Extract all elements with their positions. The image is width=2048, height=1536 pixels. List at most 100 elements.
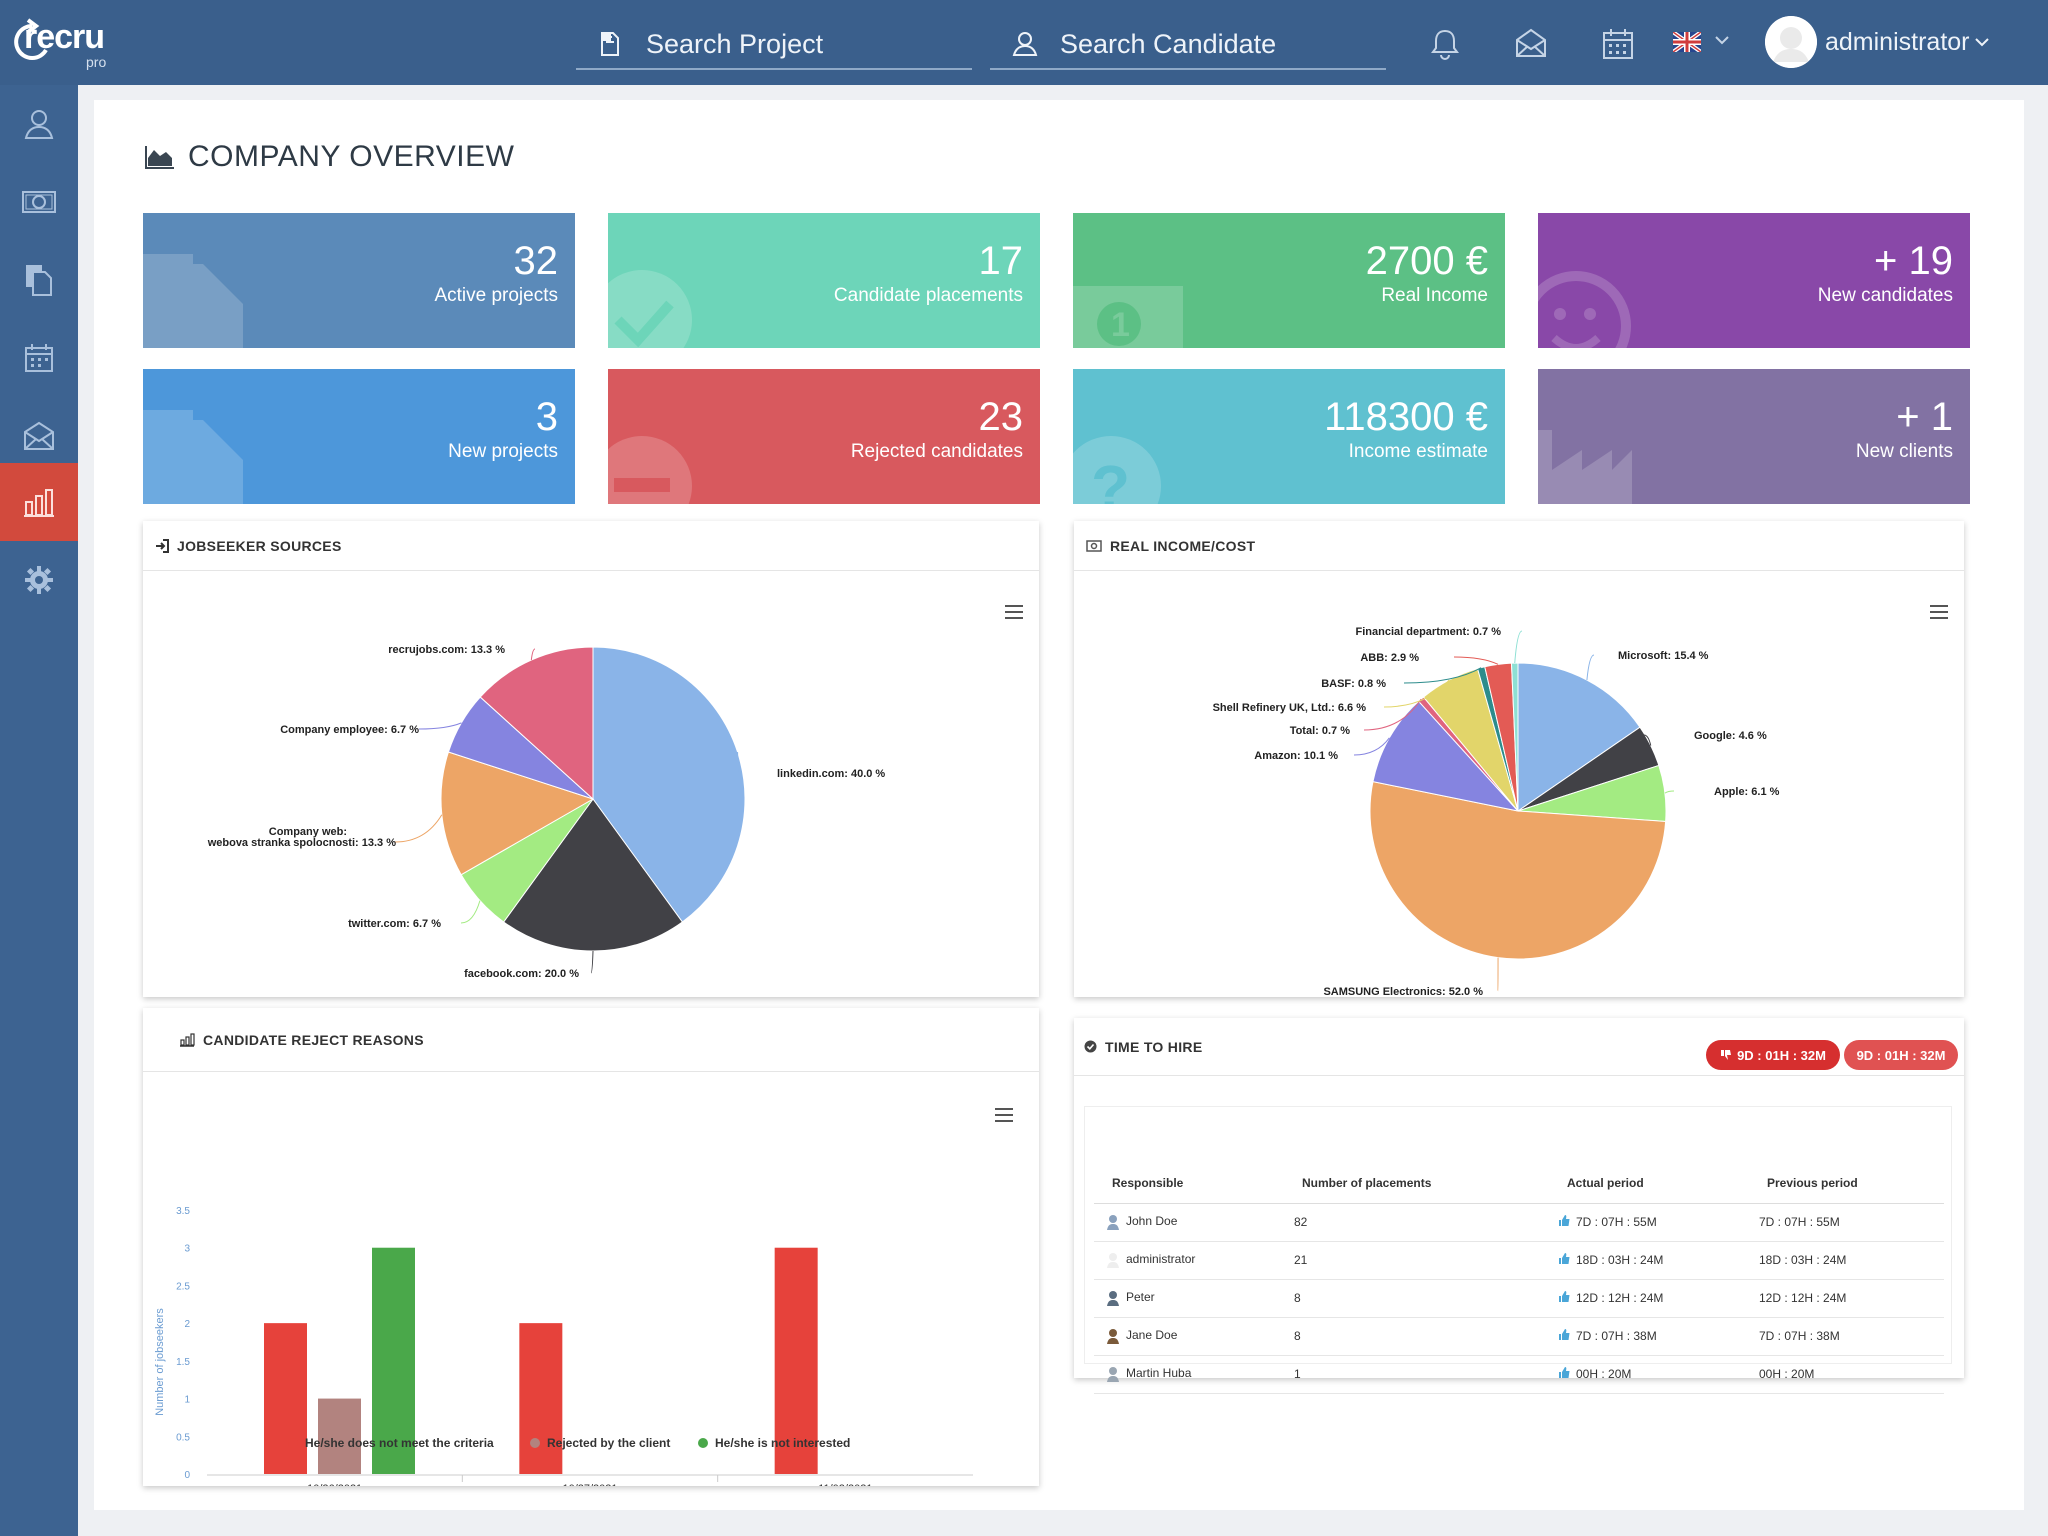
time-to-hire-panel: TIME TO HIRE 9D : 01H : 32M 9D : 01H : 3…: [1074, 1018, 1964, 1394]
pie-slice[interactable]: [479, 646, 594, 801]
stat-value: 2700 €: [1365, 239, 1488, 283]
stat-active-projects[interactable]: 32 Active projects: [143, 213, 575, 348]
user-menu-chevron-icon[interactable]: [1974, 36, 1990, 48]
stat-label: Active projects: [434, 285, 558, 306]
stat-income-estimate[interactable]: ? 118300 € Income estimate: [1073, 369, 1505, 504]
thumbs-down-icon: [1721, 1050, 1732, 1060]
badge-text: 9D : 01H : 32M: [1737, 1047, 1826, 1063]
money-icon: [1086, 539, 1102, 552]
bar[interactable]: [774, 1247, 818, 1474]
money-icon: [22, 191, 56, 213]
search-project-input[interactable]: Search Project: [576, 20, 972, 70]
chart-menu-icon[interactable]: [995, 1108, 1013, 1122]
user-name[interactable]: administrator: [1825, 28, 1970, 56]
cell-text: administrator: [1126, 1252, 1196, 1267]
y-tick-label: 0.5: [176, 1432, 190, 1443]
stat-new-clients[interactable]: + 1 New clients: [1538, 369, 1970, 504]
pie-label: Company employee: 6.7 %: [280, 724, 419, 736]
search-candidate-placeholder: Search Candidate: [1060, 28, 1277, 59]
cell-text: John Doe: [1126, 1214, 1178, 1229]
stat-rejected-candidates[interactable]: 23 Rejected candidates: [608, 369, 1040, 504]
user-avatar-icon: [1106, 1290, 1120, 1306]
stat-label: Real Income: [1381, 285, 1488, 306]
chart-menu-icon[interactable]: [1005, 605, 1023, 619]
col-responsible[interactable]: Responsible: [1094, 1163, 1284, 1204]
cell-actual-period: 7D : 07H : 38M: [1549, 1317, 1749, 1356]
smile-icon: [1538, 271, 1631, 348]
pie-label: Shell Refinery UK, Ltd.: 6.6 %: [1213, 702, 1367, 714]
table-row[interactable]: Peter 8 12D : 12H : 24M 12D : 12H : 24M: [1094, 1279, 1944, 1318]
stat-new-candidates[interactable]: + 19 New candidates: [1538, 213, 1970, 348]
pie-slice[interactable]: [440, 751, 595, 876]
stat-new-projects[interactable]: 3 New projects: [143, 369, 575, 504]
pie-connector: [1383, 679, 1450, 708]
bell-icon[interactable]: [1427, 26, 1463, 62]
table-row[interactable]: administrator 21 18D : 03H : 24M 18D : 03H …: [1094, 1241, 1944, 1280]
col-placements[interactable]: Number of placements: [1284, 1163, 1549, 1204]
top-bar: recru pro Search Project Search Candidat…: [0, 0, 2048, 85]
legend-label[interactable]: He/she does not meet the criteria: [305, 1436, 494, 1450]
pie-label: facebook.com: 20.0 %: [464, 968, 579, 980]
sidebar-item-reports[interactable]: [0, 463, 78, 541]
pie-slice[interactable]: [1517, 662, 1641, 812]
mail-icon[interactable]: [1513, 26, 1549, 62]
sidebar-item-projects[interactable]: [0, 241, 78, 319]
avatar[interactable]: [1765, 16, 1817, 68]
cell-responsible: Martin Huba: [1094, 1355, 1284, 1394]
cell-text: 8: [1294, 1291, 1301, 1305]
table-row[interactable]: John Doe 82 7D : 07H : 55M 7D : 07H : 55M: [1094, 1203, 1944, 1242]
search-candidate-input[interactable]: Search Candidate: [990, 20, 1386, 70]
col-previous-period[interactable]: Previous period: [1749, 1163, 1944, 1204]
money-icon: 1: [1073, 286, 1183, 348]
panel-title: CANDIDATE REJECT REASONS: [203, 1031, 424, 1048]
cell-text: 82: [1294, 1215, 1308, 1229]
legend-marker: [288, 1438, 298, 1448]
sidebar-item-messages[interactable]: [0, 397, 78, 475]
col-actual-period[interactable]: Actual period: [1549, 1163, 1749, 1204]
bar[interactable]: [318, 1398, 361, 1474]
pie-connector: [590, 950, 594, 974]
svg-text:?: ?: [1091, 452, 1130, 504]
cell-text: 1: [1294, 1367, 1301, 1381]
bar-chart-icon: [24, 489, 54, 517]
legend-label[interactable]: Rejected by the client: [547, 1436, 670, 1450]
stat-value: 17: [978, 239, 1024, 283]
cell-text: 7D : 07H : 55M: [1576, 1214, 1657, 1229]
pie-slice[interactable]: [1372, 700, 1520, 812]
table-row[interactable]: Martin Huba 1 00H : 20M 00H : 20M: [1094, 1355, 1944, 1394]
pie-connector: [1586, 654, 1595, 681]
pie-label: linkedin.com: 40.0 %: [777, 768, 885, 780]
app-logo[interactable]: recru pro: [10, 10, 110, 70]
stat-label: New projects: [448, 441, 558, 462]
chart-menu-icon[interactable]: [1930, 605, 1948, 619]
panel-title: JOBSEEKER SOURCES: [177, 537, 342, 554]
candidate-icon: [1012, 32, 1038, 56]
sidebar-item-finance[interactable]: [0, 163, 78, 241]
document-icon: [143, 254, 243, 348]
pie-label: Financial department: 0.7 %: [1356, 626, 1502, 638]
table-row[interactable]: Jane Doe 8 7D : 07H : 38M 7D : 07H : 38M: [1094, 1317, 1944, 1356]
stat-real-income[interactable]: 1 2700 € Real Income: [1073, 213, 1505, 348]
panel-header: JOBSEEKER SOURCES: [143, 521, 1039, 571]
logo-sub: pro: [86, 54, 107, 70]
bar[interactable]: [372, 1247, 415, 1474]
pie-label: Total: 0.7 %: [1290, 725, 1351, 737]
stat-candidate-placements[interactable]: 17 Candidate placements: [608, 213, 1040, 348]
pie-slice[interactable]: [1369, 781, 1667, 960]
bar[interactable]: [519, 1323, 563, 1474]
bar[interactable]: [264, 1323, 307, 1474]
documents-icon: [26, 265, 52, 296]
table-header-row: Responsible Number of placements Actual …: [1094, 1163, 1944, 1204]
chevron-down-icon[interactable]: [1714, 34, 1730, 46]
calendar-icon: [25, 344, 53, 372]
cell-text: 12D : 12H : 24M: [1576, 1290, 1664, 1305]
thumbs-up-icon: [1559, 1215, 1570, 1229]
legend-label[interactable]: He/she is not interested: [715, 1436, 850, 1450]
pie-slice[interactable]: [502, 798, 684, 952]
sidebar-item-settings[interactable]: [0, 541, 78, 619]
panel-title: TIME TO HIRE: [1105, 1038, 1203, 1055]
calendar-icon[interactable]: [1600, 26, 1636, 62]
uk-flag-icon[interactable]: [1673, 32, 1701, 52]
sidebar-item-calendar[interactable]: [0, 319, 78, 397]
sidebar-item-candidates[interactable]: [0, 85, 78, 163]
